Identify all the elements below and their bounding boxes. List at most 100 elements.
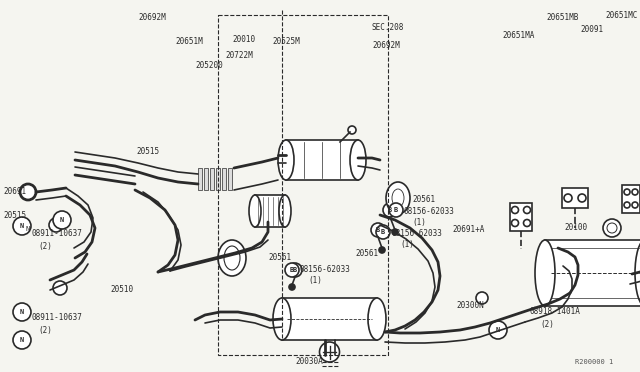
Text: 20651MA: 20651MA: [502, 31, 534, 39]
Text: 08911-10637: 08911-10637: [32, 230, 83, 238]
Bar: [545, 240, 640, 306]
Text: 20691+A: 20691+A: [452, 225, 484, 234]
Ellipse shape: [368, 298, 386, 340]
Text: N: N: [20, 337, 24, 343]
Circle shape: [489, 321, 507, 339]
Circle shape: [13, 217, 31, 235]
Bar: [210, 168, 214, 190]
Bar: [622, 185, 640, 213]
Text: N: N: [496, 327, 500, 333]
Text: 20091: 20091: [580, 26, 603, 35]
Bar: [198, 168, 202, 190]
Circle shape: [379, 247, 385, 253]
Ellipse shape: [350, 140, 366, 180]
Ellipse shape: [218, 240, 246, 276]
Circle shape: [392, 229, 398, 235]
Text: SEC.208: SEC.208: [372, 23, 404, 32]
Text: 20561: 20561: [355, 250, 378, 259]
Text: N: N: [20, 223, 24, 229]
Circle shape: [624, 189, 630, 195]
Circle shape: [49, 218, 63, 232]
Circle shape: [289, 284, 295, 290]
Circle shape: [632, 189, 638, 195]
Text: (2): (2): [38, 241, 52, 250]
Circle shape: [288, 263, 302, 277]
Text: 20515: 20515: [136, 148, 159, 157]
Circle shape: [383, 203, 397, 217]
Text: B: B: [381, 229, 385, 235]
Text: B: B: [290, 267, 294, 273]
Text: B: B: [293, 267, 297, 273]
Circle shape: [389, 203, 403, 217]
Circle shape: [376, 225, 390, 239]
Circle shape: [13, 331, 31, 349]
Text: 20722M: 20722M: [225, 51, 253, 60]
Text: R200000 1: R200000 1: [575, 359, 613, 365]
Text: (2): (2): [540, 321, 554, 330]
Text: 20300N: 20300N: [456, 301, 484, 310]
Text: (2): (2): [38, 326, 52, 334]
Bar: [255, 195, 285, 227]
Circle shape: [511, 219, 518, 227]
Bar: [562, 188, 588, 208]
Ellipse shape: [386, 182, 410, 214]
Text: 08918-1401A: 08918-1401A: [530, 308, 581, 317]
Text: 20651MB: 20651MB: [546, 13, 579, 22]
Bar: [216, 168, 220, 190]
Ellipse shape: [635, 240, 640, 306]
Text: 20100: 20100: [564, 224, 587, 232]
Bar: [218, 15, 388, 355]
Text: B: B: [394, 207, 398, 213]
Ellipse shape: [278, 140, 294, 180]
Circle shape: [578, 194, 586, 202]
Bar: [204, 168, 208, 190]
Bar: [510, 203, 532, 231]
Circle shape: [632, 202, 638, 208]
Circle shape: [13, 303, 31, 321]
Text: 20651MC: 20651MC: [605, 10, 637, 19]
Text: 20692M: 20692M: [138, 13, 166, 22]
Text: 20692M: 20692M: [372, 41, 400, 49]
Text: B: B: [376, 227, 380, 233]
Text: B: B: [388, 207, 392, 213]
Ellipse shape: [249, 195, 261, 227]
Circle shape: [564, 194, 572, 202]
Circle shape: [524, 219, 531, 227]
Circle shape: [53, 211, 71, 229]
Text: 20515: 20515: [3, 211, 26, 219]
Bar: [222, 168, 226, 190]
Circle shape: [524, 206, 531, 214]
Text: 20651M: 20651M: [175, 38, 203, 46]
Circle shape: [476, 292, 488, 304]
Bar: [286, 140, 358, 180]
Circle shape: [348, 126, 356, 134]
Text: 20691: 20691: [3, 187, 26, 196]
Circle shape: [53, 281, 67, 295]
Text: 20561: 20561: [412, 196, 435, 205]
Text: 08156-62033: 08156-62033: [300, 264, 351, 273]
Bar: [228, 168, 232, 190]
Ellipse shape: [279, 195, 291, 227]
Circle shape: [511, 206, 518, 214]
Circle shape: [285, 263, 299, 277]
Circle shape: [624, 202, 630, 208]
Text: 20510: 20510: [110, 285, 133, 295]
Ellipse shape: [273, 298, 291, 340]
Ellipse shape: [535, 240, 555, 306]
Text: 20525M: 20525M: [272, 38, 300, 46]
Text: N: N: [26, 226, 30, 232]
Bar: [282, 298, 377, 340]
Text: 205200: 205200: [195, 61, 223, 70]
Circle shape: [319, 342, 339, 362]
Circle shape: [603, 219, 621, 237]
Text: (1): (1): [308, 276, 322, 285]
Text: 08156-62033: 08156-62033: [392, 228, 443, 237]
Text: N: N: [20, 309, 24, 315]
Text: 08156-62033: 08156-62033: [404, 206, 455, 215]
Text: (1): (1): [412, 218, 426, 227]
Text: 08911-10637: 08911-10637: [32, 314, 83, 323]
Text: 20010: 20010: [232, 35, 255, 45]
Text: 20561: 20561: [268, 253, 291, 263]
Circle shape: [20, 184, 36, 200]
Text: 20030A: 20030A: [295, 357, 323, 366]
